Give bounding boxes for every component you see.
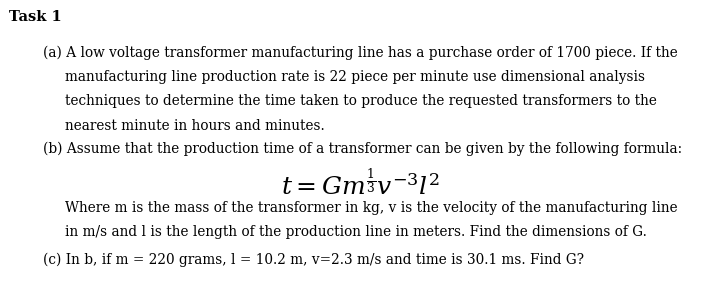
Text: Task 1: Task 1 bbox=[9, 10, 62, 24]
Text: manufacturing line production rate is 22 piece per minute use dimensional analys: manufacturing line production rate is 22… bbox=[65, 70, 645, 84]
Text: nearest minute in hours and minutes.: nearest minute in hours and minutes. bbox=[65, 119, 324, 133]
Text: techniques to determine the time taken to produce the requested transformers to : techniques to determine the time taken t… bbox=[65, 94, 657, 108]
Text: (c) In b, if m = 220 grams, l = 10.2 m, v=2.3 m/s and time is 30.1 ms. Find G?: (c) In b, if m = 220 grams, l = 10.2 m, … bbox=[43, 252, 584, 267]
Text: Where m is the mass of the transformer in kg, v is the velocity of the manufactu: Where m is the mass of the transformer i… bbox=[65, 201, 678, 215]
Text: (b) Assume that the production time of a transformer can be given by the followi: (b) Assume that the production time of a… bbox=[43, 142, 682, 156]
Text: (a) A low voltage transformer manufacturing line has a purchase order of 1700 pi: (a) A low voltage transformer manufactur… bbox=[43, 46, 678, 60]
Text: $t = Gm^{\frac{1}{3}}v^{-3}l^{2}$: $t = Gm^{\frac{1}{3}}v^{-3}l^{2}$ bbox=[281, 168, 440, 200]
Text: in m/s and l is the length of the production line in meters. Find the dimensions: in m/s and l is the length of the produc… bbox=[65, 226, 647, 239]
